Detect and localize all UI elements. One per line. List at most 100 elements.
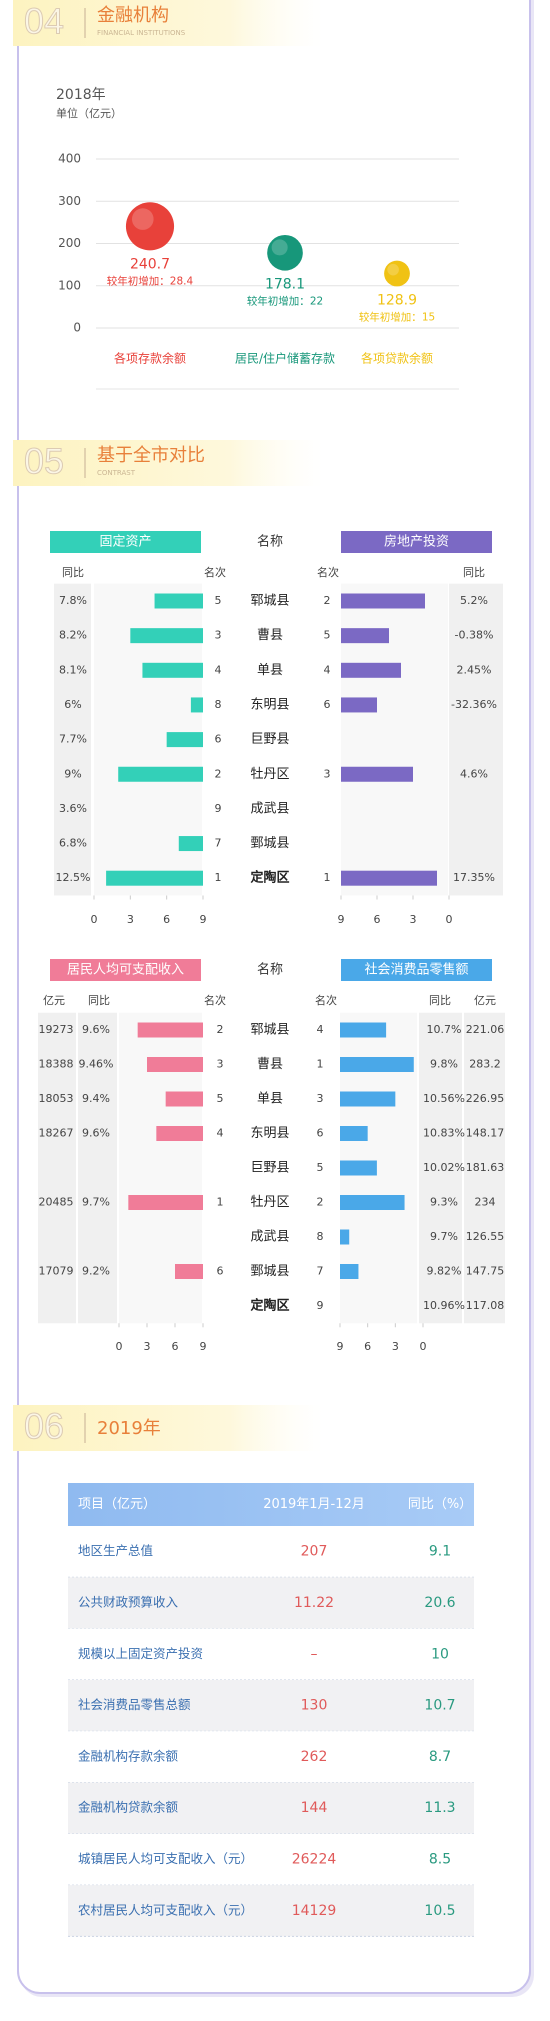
amount-label: 147.75	[466, 1265, 505, 1278]
rank-label: 2	[215, 767, 222, 780]
amount-label: 18053	[39, 1092, 74, 1105]
bar	[142, 662, 203, 678]
table-cell: 144	[301, 1800, 328, 1816]
value-label: 128.9	[377, 292, 417, 308]
category-label: 曹县	[257, 628, 283, 643]
yoy-label: 9.8%	[430, 1058, 458, 1071]
column-label: 名次	[204, 993, 226, 1007]
yoy-label: 5.2%	[460, 594, 488, 607]
bar	[154, 593, 203, 609]
table-cell: 金融机构贷款余额	[78, 1800, 179, 1815]
x-tick-label: 3	[392, 1340, 399, 1353]
rank-label: 6	[217, 1265, 224, 1278]
table-cell: 10.5	[424, 1903, 455, 1919]
bar	[340, 1022, 387, 1038]
yoy-label: 9.6%	[82, 1127, 110, 1140]
x-tick-label: 9	[338, 913, 345, 926]
title-box	[341, 531, 492, 553]
side-title: 房地产投资	[384, 534, 449, 550]
rank-label: 1	[217, 1196, 224, 1209]
column-bg	[449, 583, 503, 896]
side-title: 居民人均可支配收入	[67, 963, 184, 978]
table-row-bg	[68, 1577, 474, 1629]
bar	[341, 628, 389, 644]
increase-label: 较年初增加：15	[359, 310, 435, 323]
yoy-label: 9.82%	[427, 1265, 462, 1278]
bar	[106, 870, 203, 886]
rank-label: 3	[324, 767, 331, 780]
category-label: 居民/住户储蓄存款	[235, 351, 335, 366]
increase-value: 28.4	[170, 275, 194, 287]
bubble-shine	[271, 239, 288, 256]
rank-label: 5	[217, 1092, 224, 1105]
table-cell: 262	[301, 1749, 328, 1765]
yoy-label: 3.6%	[59, 802, 87, 815]
amount-label: 283.2	[469, 1058, 501, 1071]
increase-label: 较年初增加：28.4	[107, 274, 194, 287]
x-tick-label: 6	[374, 913, 381, 926]
amount-label: 18388	[39, 1058, 74, 1071]
increase-prefix: 较年初增加：	[247, 295, 310, 308]
column-label: 同比	[88, 994, 110, 1007]
rank-label: 4	[317, 1023, 324, 1036]
increase-prefix: 较年初增加：	[107, 274, 170, 287]
table-cell: 城镇居民人均可支配收入（元）	[78, 1851, 253, 1866]
x-tick-label: 6	[163, 913, 170, 926]
category-label: 巨野县	[250, 1161, 289, 1176]
title-box	[50, 531, 201, 553]
table-cell: 农村居民人均可支配收入（元）	[78, 1902, 253, 1917]
category-label: 鄄城县	[250, 836, 289, 851]
rank-label: 3	[217, 1058, 224, 1071]
column-header: 名称	[257, 534, 283, 550]
rank-label: 5	[324, 629, 331, 642]
bar	[175, 1264, 203, 1279]
rank-label: 7	[317, 1265, 324, 1278]
table-cell: 130	[301, 1698, 328, 1714]
y-tick-label: 200	[58, 236, 81, 250]
yoy-label: 8.1%	[59, 663, 87, 676]
amount-label: 221.06	[466, 1023, 505, 1036]
amount-label: 234	[475, 1196, 496, 1209]
yoy-label: -32.36%	[451, 698, 497, 711]
bar	[340, 1091, 396, 1107]
rank-label: 1	[317, 1058, 324, 1071]
yoy-label: 10.83%	[423, 1127, 465, 1140]
increase-value: 22	[310, 296, 323, 308]
amount-label: 226.95	[466, 1092, 505, 1105]
amount-label: 148.17	[466, 1127, 505, 1140]
chart-subtitle: 单位（亿元）	[56, 106, 122, 120]
yoy-label: 9.3%	[430, 1196, 458, 1209]
bar	[118, 766, 203, 782]
yoy-label: 6.8%	[59, 837, 87, 850]
increase-value: 15	[422, 311, 435, 323]
category-label: 成武县	[250, 801, 289, 816]
y-tick-label: 300	[58, 194, 81, 208]
title-box	[50, 959, 201, 981]
rank-label: 5	[215, 594, 222, 607]
column-label: 名次	[204, 565, 226, 579]
rank-label: 6	[324, 698, 331, 711]
table-header-bg	[68, 1483, 474, 1526]
x-tick-label: 3	[127, 913, 134, 926]
rank-label: 3	[317, 1092, 324, 1105]
bar	[165, 1091, 203, 1107]
x-tick-label: 3	[144, 1340, 151, 1353]
y-tick-label: 100	[58, 278, 81, 292]
category-label: 鄄城县	[250, 1264, 289, 1279]
amount-label: 126.55	[466, 1230, 505, 1243]
rank-label: 9	[215, 802, 222, 815]
table-cell: 公共财政预算收入	[78, 1594, 179, 1609]
bar	[166, 732, 203, 748]
section-band	[13, 0, 323, 46]
bar	[340, 1126, 368, 1141]
table-cell: 20.6	[424, 1595, 455, 1611]
table-row-bg	[68, 1731, 474, 1783]
bar	[340, 1057, 414, 1072]
amount-label: 117.08	[466, 1299, 505, 1312]
category-label: 成武县	[250, 1230, 289, 1245]
increase-label: 较年初增加：22	[247, 295, 323, 308]
yoy-label: -0.38%	[455, 629, 494, 642]
chart-title: 2018年	[56, 87, 106, 103]
table-row-bg	[68, 1885, 474, 1937]
